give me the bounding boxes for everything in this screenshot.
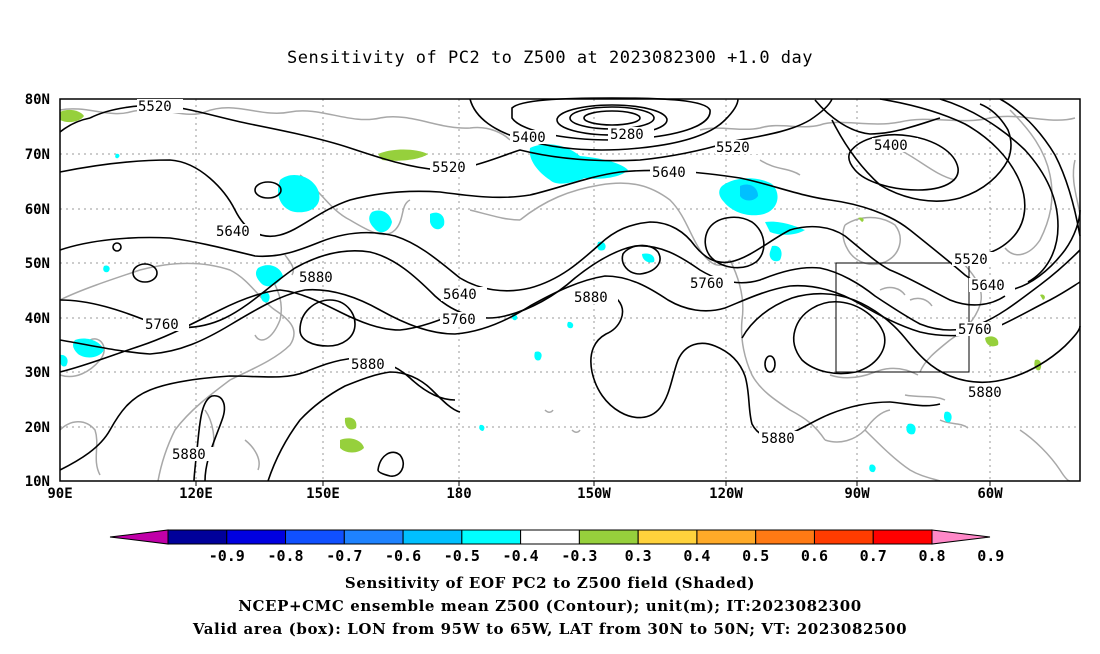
colorbar-swatch (520, 529, 580, 545)
colorbar-swatch (167, 529, 228, 545)
contour-label: 5760 (690, 276, 724, 292)
coastlines (59, 107, 1081, 482)
colorbar: -0.9 -0.8 -0.7 -0.6 -0.5 -0.4 -0.3 0.3 0.4 0.5 0.6… (109, 529, 1004, 565)
lon-label: 120W (709, 486, 743, 502)
contour-label: 5520 (138, 99, 172, 115)
colorbar-swatch (578, 529, 639, 545)
colorbar-label: 0.8 (918, 547, 945, 565)
contour-label: 5640 (652, 165, 686, 181)
lon-label: 150W (577, 486, 611, 502)
contour-label: 5760 (442, 312, 476, 328)
colorbar-label: 0.4 (683, 547, 710, 565)
contour-label: 5520 (432, 160, 466, 176)
lon-label: 180 (446, 486, 471, 502)
colorbar-swatch (461, 529, 522, 545)
contour-label: 5880 (299, 270, 333, 286)
lat-label: 60N (25, 202, 50, 218)
colorbar-label: 0.7 (860, 547, 887, 565)
contour-labels: 5520 5400 5280 5520 5520 5400 5640 5640 … (137, 99, 1015, 463)
colorbar-swatch (696, 529, 757, 545)
contour-label: 5880 (574, 290, 608, 306)
colorbar-swatch (755, 529, 815, 545)
contour-label: 5400 (874, 138, 908, 154)
colorbar-label: -0.8 (267, 547, 303, 565)
lon-label: 90E (47, 486, 72, 502)
contour-label: 5640 (971, 278, 1005, 294)
longitude-labels: 90E 120E 150E 180 150W 120W 90W 60W (47, 486, 1003, 502)
map-frame (59, 98, 1081, 482)
caption-contour: NCEP+CMC ensemble mean Z500 (Contour); u… (238, 597, 862, 615)
lon-label: 60W (977, 486, 1003, 502)
lat-label: 80N (25, 92, 50, 108)
valid-area-box (835, 262, 970, 373)
contour-label: 5760 (145, 317, 179, 333)
colorbar-label: 0.3 (625, 547, 652, 565)
contour-label: 5880 (968, 385, 1002, 401)
colorbar-label: 0.9 (977, 547, 1004, 565)
colorbar-swatch (402, 529, 463, 545)
lon-label: 150E (306, 486, 340, 502)
lon-label: 120E (179, 486, 213, 502)
colorbar-label: 0.6 (801, 547, 828, 565)
colorbar-label: -0.6 (385, 547, 421, 565)
latitude-labels: 80N 70N 60N 50N 40N 30N 20N 10N (25, 92, 50, 490)
colorbar-swatch (637, 529, 698, 545)
colorbar-label: -0.3 (561, 547, 597, 565)
contour-label: 5520 (954, 252, 988, 268)
contour-label: 5880 (761, 431, 795, 447)
lat-label: 10N (25, 474, 50, 490)
contour-label: 5520 (716, 140, 750, 156)
contour-label: 5880 (172, 447, 206, 463)
lon-label: 90W (844, 486, 870, 502)
lat-label: 30N (25, 365, 50, 381)
contour-label: 5400 (512, 130, 546, 146)
contour-label: 5280 (610, 127, 644, 143)
colorbar-right-arrow (931, 529, 991, 545)
colorbar-swatch (343, 529, 404, 545)
tick-marks (195, 481, 991, 486)
lat-label: 50N (25, 256, 50, 272)
lat-label: 70N (25, 147, 50, 163)
contour-label: 5760 (958, 322, 992, 338)
colorbar-label: -0.9 (209, 547, 245, 565)
colorbar-label: -0.4 (503, 547, 539, 565)
colorbar-swatch (285, 529, 345, 545)
contour-label: 5880 (351, 357, 385, 373)
caption-valid-area: Valid area (box): LON from 95W to 65W, L… (192, 620, 908, 638)
colorbar-swatch (813, 529, 874, 545)
lat-label: 20N (25, 420, 50, 436)
colorbar-swatch (872, 529, 933, 545)
sensitivity-shading (60, 109, 1045, 473)
colorbar-swatch (226, 529, 287, 545)
colorbar-label: -0.7 (326, 547, 362, 565)
contour-label: 5640 (216, 224, 250, 240)
caption-shading: Sensitivity of EOF PC2 to Z500 field (Sh… (344, 574, 756, 592)
colorbar-label: -0.5 (444, 547, 480, 565)
z500-contours (59, 97, 1081, 482)
map-title: Sensitivity of PC2 to Z500 at 2023082300… (286, 48, 813, 68)
colorbar-left-arrow (109, 529, 169, 545)
colorbar-label: 0.5 (742, 547, 769, 565)
contour-label: 5640 (443, 287, 477, 303)
lat-label: 40N (25, 311, 50, 327)
